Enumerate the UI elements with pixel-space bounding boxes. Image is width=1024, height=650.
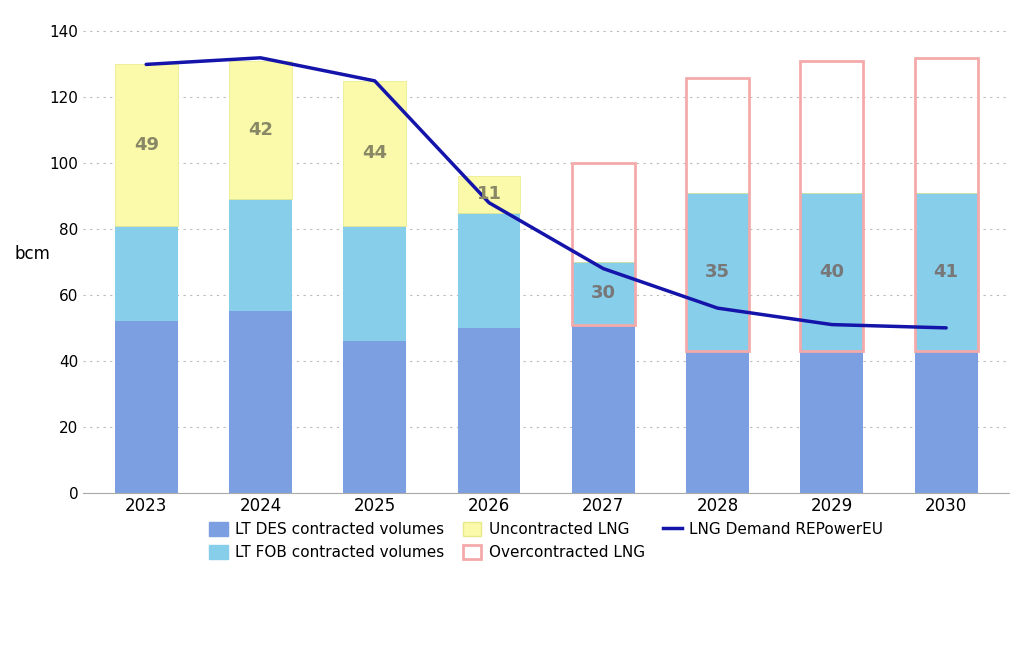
Bar (686, 351, 749, 493)
Text: 49: 49 (134, 136, 159, 154)
Bar (229, 311, 292, 493)
Text: 42: 42 (248, 122, 273, 139)
Text: 35: 35 (706, 263, 730, 281)
Bar (458, 213, 520, 328)
Bar (115, 226, 177, 321)
Bar (686, 193, 749, 351)
Bar (801, 351, 863, 493)
Legend: LT DES contracted volumes, LT FOB contracted volumes, Uncontracted LNG, Overcont: LT DES contracted volumes, LT FOB contra… (203, 516, 889, 566)
Bar (571, 262, 635, 324)
Bar (458, 328, 520, 493)
Text: 40: 40 (819, 263, 845, 281)
Text: 44: 44 (362, 144, 387, 162)
Bar (343, 226, 407, 341)
Bar (115, 321, 177, 493)
Bar (229, 61, 292, 200)
Bar (343, 81, 407, 226)
Text: 41: 41 (934, 263, 958, 281)
Bar (571, 324, 635, 493)
Bar (914, 351, 978, 493)
Bar (801, 193, 863, 351)
Text: 30: 30 (591, 284, 615, 302)
Bar (914, 193, 978, 351)
Bar (343, 341, 407, 493)
Text: 11: 11 (476, 185, 502, 203)
Bar (115, 64, 177, 226)
Bar (458, 176, 520, 213)
Y-axis label: bcm: bcm (15, 245, 51, 263)
Bar (229, 200, 292, 311)
